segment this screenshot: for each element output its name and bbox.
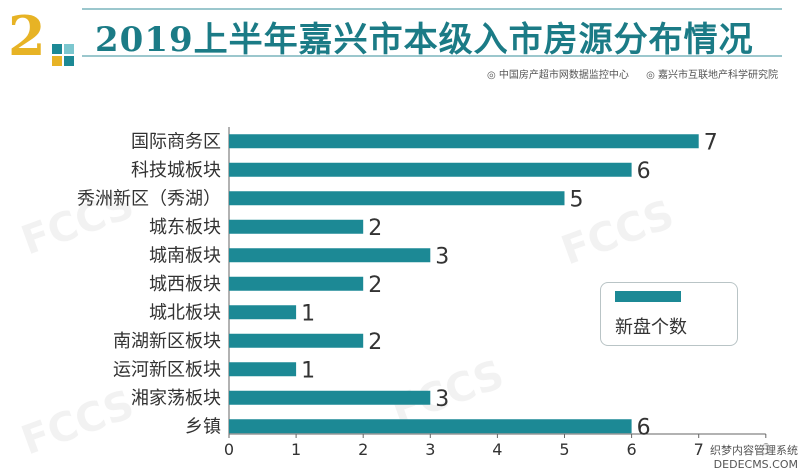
data-label: 7 <box>704 130 718 155</box>
data-label: 2 <box>368 273 382 298</box>
data-label: 3 <box>435 387 449 412</box>
corner-watermark: 织梦内容管理系统 DEDECMS.COM <box>710 444 798 472</box>
category-label: 南湖新区板块 <box>113 331 221 352</box>
category-label: 湘家荡板块 <box>131 388 221 409</box>
x-tick-label: 6 <box>627 440 637 459</box>
data-label: 6 <box>637 415 651 440</box>
chart-title: 2019上半年嘉兴市本级入市房源分布情况 <box>95 20 754 60</box>
data-label: 1 <box>301 358 315 383</box>
legend-label: 新盘个数 <box>615 317 687 338</box>
corner-watermark-line1: 织梦内容管理系统 <box>710 444 798 457</box>
category-label: 城西板块 <box>149 274 221 295</box>
badge-icon <box>52 44 74 66</box>
source-credits: ◎ 中国房产超市网数据监控中心 ◎ 嘉兴市互联地产科学研究院 <box>473 66 778 81</box>
source-1: ◎ 中国房产超市网数据监控中心 <box>487 70 629 81</box>
data-label: 3 <box>435 244 449 269</box>
bar <box>229 305 297 320</box>
category-label: 科技城板块 <box>131 160 221 181</box>
section-number: 2 <box>8 4 46 68</box>
bar <box>229 191 565 206</box>
corner-watermark-line2: DEDECMS.COM <box>713 458 798 471</box>
category-label: 国际商务区 <box>131 131 221 152</box>
bar <box>229 362 297 377</box>
bar <box>229 419 632 434</box>
x-tick-label: 4 <box>492 440 502 459</box>
title-rule-top <box>82 8 782 10</box>
bar <box>229 390 431 405</box>
x-tick-label: 7 <box>694 440 704 459</box>
legend-swatch <box>615 291 681 302</box>
category-label: 运河新区板块 <box>113 359 221 380</box>
title-rule-bottom <box>82 55 782 57</box>
category-label: 城东板块 <box>149 217 221 238</box>
category-label: 城南板块 <box>149 245 221 266</box>
data-label: 1 <box>301 301 315 326</box>
bar <box>229 134 699 149</box>
data-label: 6 <box>637 159 651 184</box>
x-tick-label: 1 <box>291 440 301 459</box>
bar <box>229 333 364 348</box>
legend: 新盘个数 <box>600 282 738 346</box>
x-tick-label: 0 <box>224 440 234 459</box>
category-label: 城北板块 <box>149 302 221 323</box>
source-2: ◎ 嘉兴市互联地产科学研究院 <box>646 70 778 81</box>
data-label: 2 <box>368 216 382 241</box>
x-tick-label: 2 <box>358 440 368 459</box>
data-label: 5 <box>570 187 584 212</box>
x-tick-label: 5 <box>559 440 569 459</box>
category-label: 乡镇 <box>185 416 221 437</box>
bar <box>229 162 632 177</box>
data-label: 2 <box>368 330 382 355</box>
header: 2 2019上半年嘉兴市本级入市房源分布情况 ◎ 中国房产超市网数据监控中心 ◎… <box>0 0 800 90</box>
category-label: 秀洲新区（秀湖） <box>77 188 221 209</box>
bar <box>229 219 364 234</box>
x-tick-label: 3 <box>425 440 435 459</box>
bar <box>229 248 431 263</box>
bar <box>229 276 364 291</box>
